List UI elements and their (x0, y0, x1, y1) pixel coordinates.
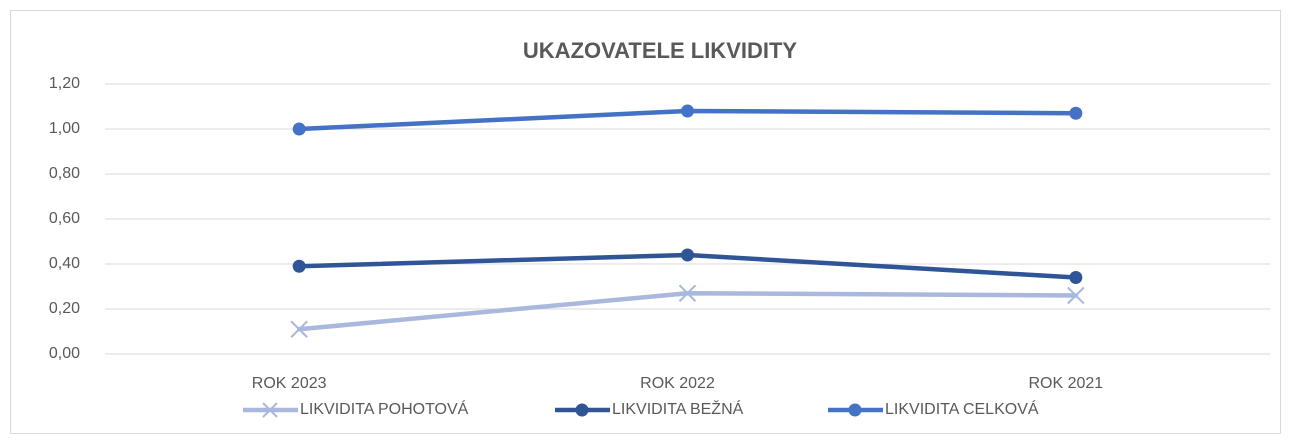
chart-title: UKAZOVATELE LIKVIDITY (523, 38, 798, 63)
y-tick-label: 0,60 (49, 210, 80, 227)
legend-label: LIKVIDITA CELKOVÁ (885, 399, 1039, 418)
data-point (1069, 106, 1083, 120)
y-tick-label: 0,20 (49, 300, 80, 317)
data-point (1069, 271, 1083, 284)
y-tick-label: 1,20 (49, 75, 80, 92)
legend-label: LIKVIDITA BEŽNÁ (612, 399, 744, 418)
chart-border (10, 10, 1281, 434)
legend-marker (575, 403, 589, 417)
y-tick-label: 0,40 (49, 255, 80, 272)
legend-label: LIKVIDITA POHOTOVÁ (300, 399, 469, 418)
data-point (1067, 286, 1085, 305)
y-tick-label: 1,00 (49, 120, 80, 137)
legend-marker (262, 402, 278, 418)
y-tick-label: 0,80 (49, 165, 80, 182)
data-point (292, 122, 306, 136)
legend-marker (848, 403, 862, 417)
data-point (678, 284, 697, 302)
data-point (681, 104, 694, 118)
data-point (681, 248, 694, 262)
x-tick-label: ROK 2022 (640, 375, 715, 392)
x-tick-label: ROK 2023 (252, 375, 327, 392)
data-point (290, 320, 308, 338)
data-point (292, 259, 306, 273)
y-tick-label: 0,00 (49, 345, 80, 362)
x-tick-label: ROK 2021 (1028, 375, 1103, 392)
